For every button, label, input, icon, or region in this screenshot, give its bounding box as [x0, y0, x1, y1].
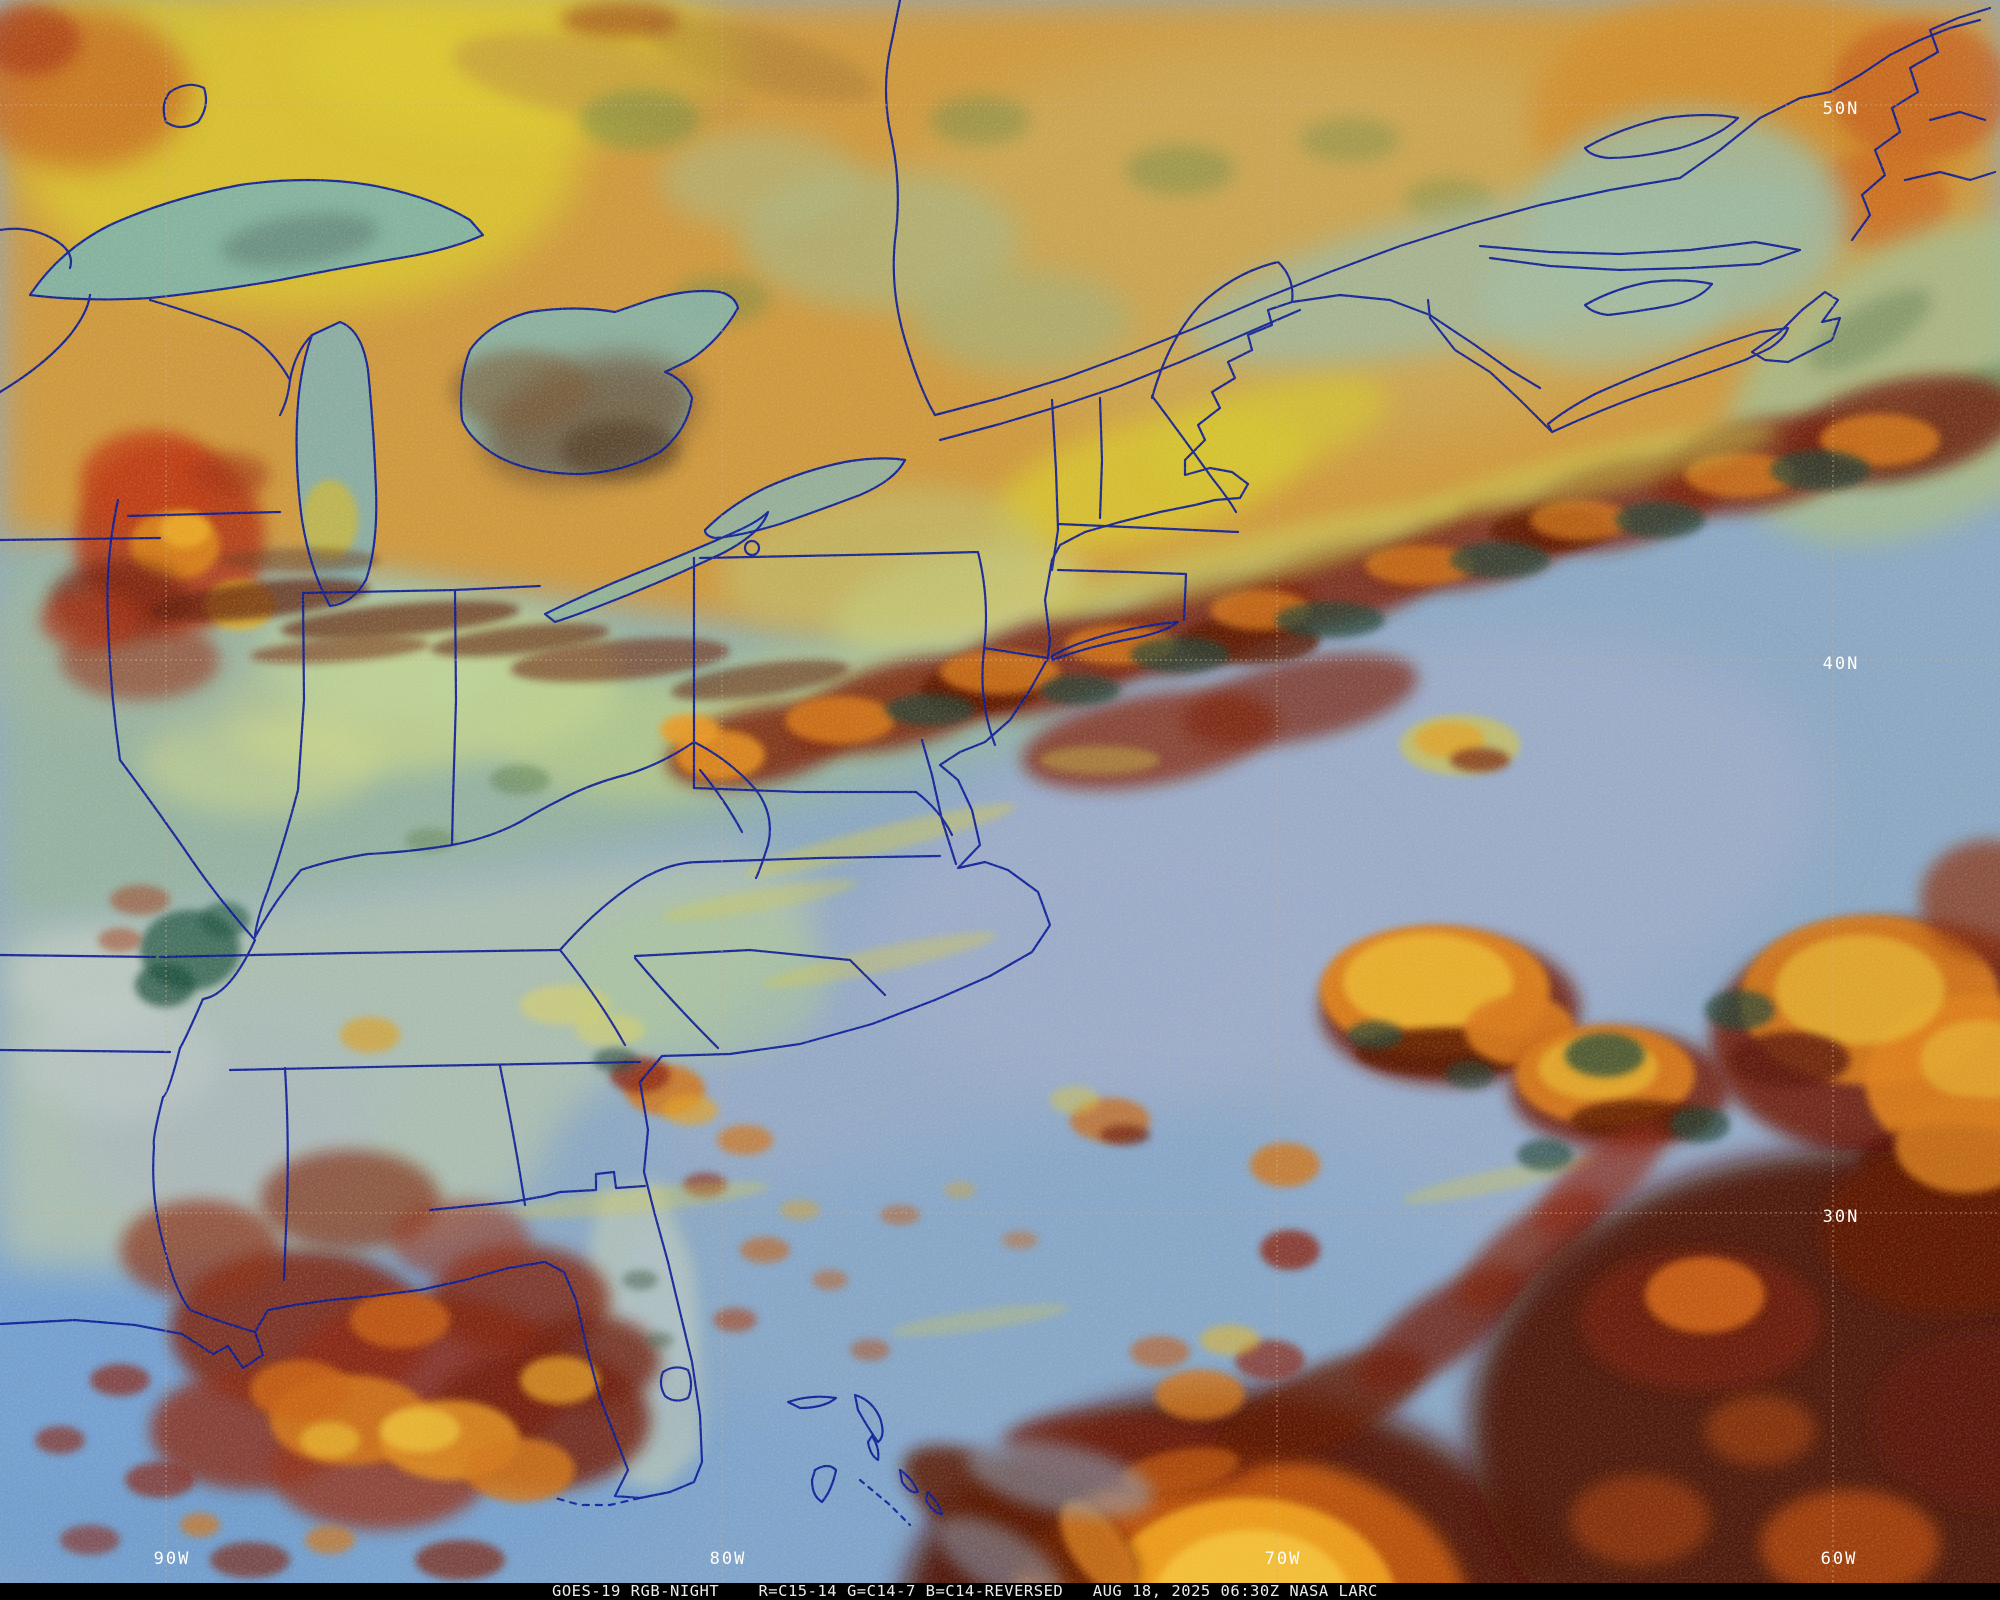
- caption-text: GOES-19 RGB-NIGHT R=C15-14 G=C14-7 B=C14…: [552, 1582, 1378, 1600]
- caption-bar: GOES-19 RGB-NIGHT R=C15-14 G=C14-7 B=C14…: [0, 1583, 2000, 1600]
